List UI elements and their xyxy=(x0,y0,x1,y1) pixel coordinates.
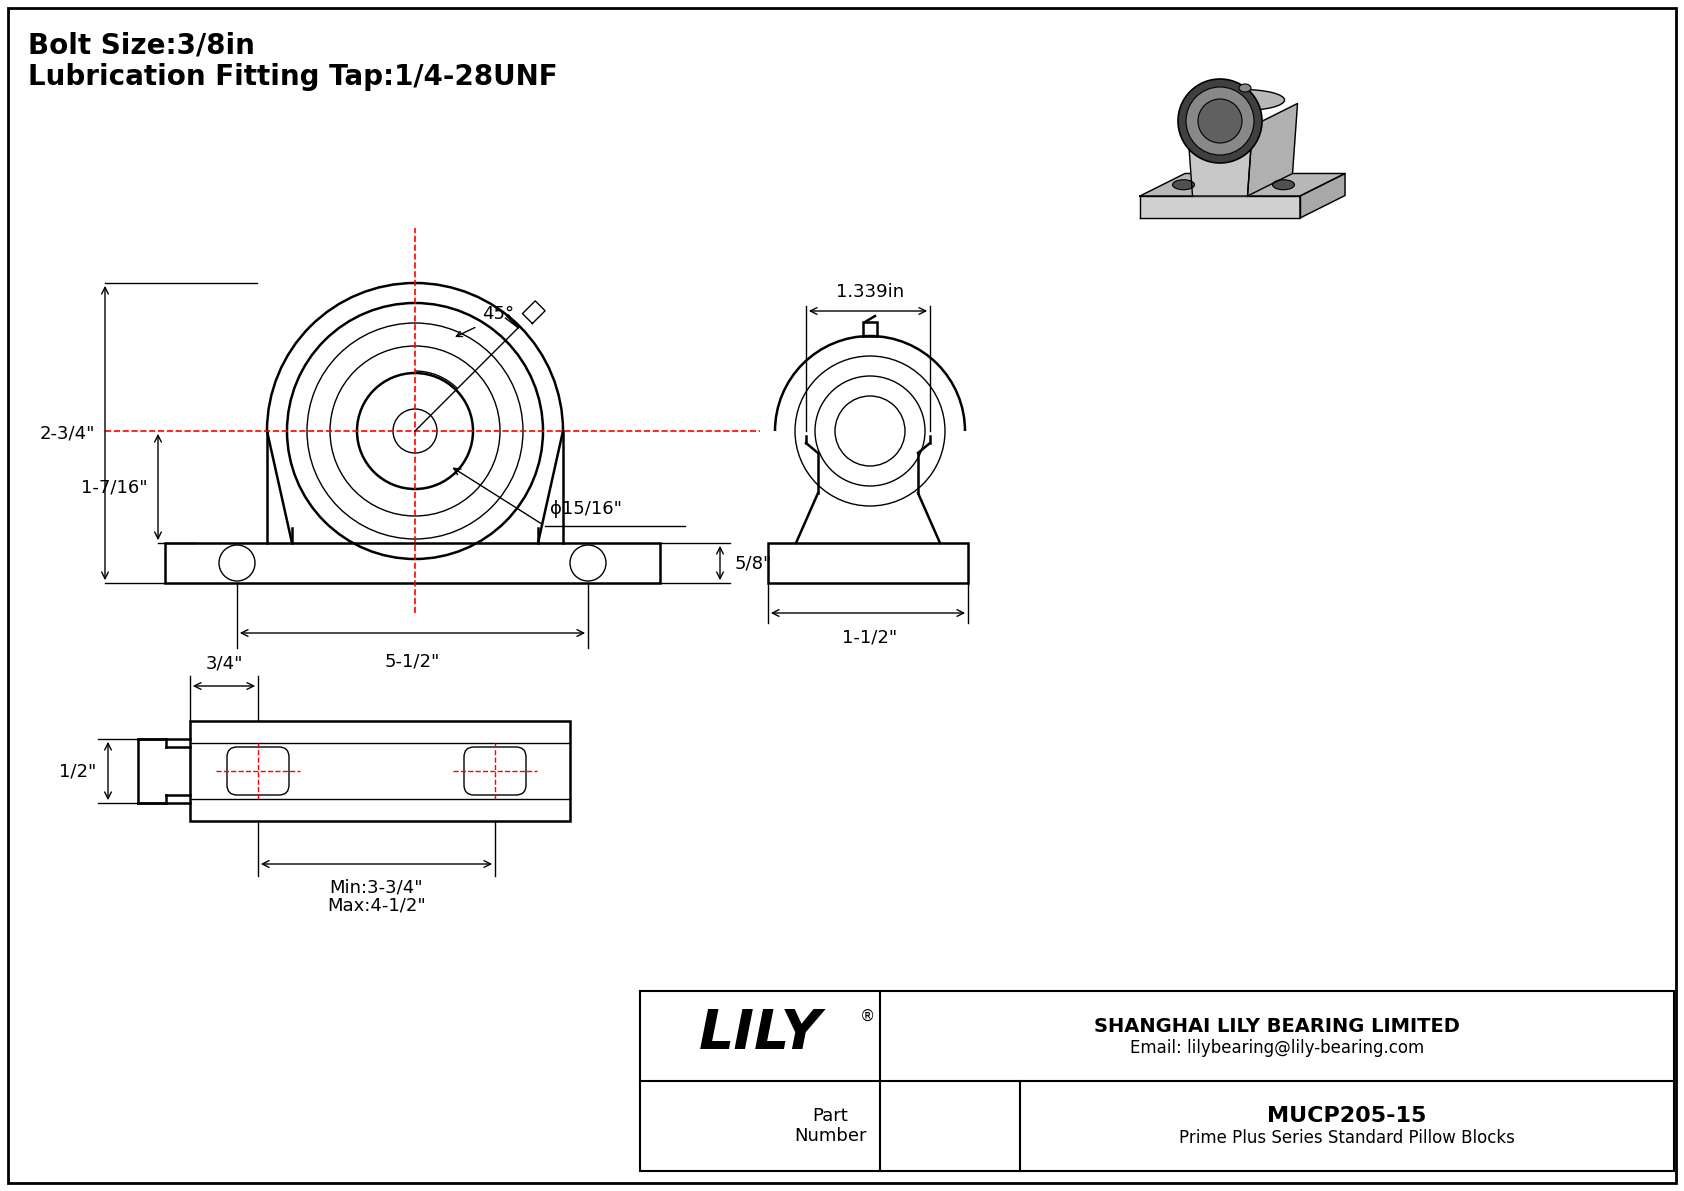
Bar xyxy=(768,543,968,584)
Text: ϕ15/16": ϕ15/16" xyxy=(551,500,621,518)
Ellipse shape xyxy=(1201,89,1285,111)
Circle shape xyxy=(1179,79,1261,163)
Text: 1-1/2": 1-1/2" xyxy=(842,628,898,646)
Text: Min:3-3/4": Min:3-3/4" xyxy=(330,878,423,896)
Text: Lubrication Fitting Tap:1/4-28UNF: Lubrication Fitting Tap:1/4-28UNF xyxy=(29,63,557,91)
Circle shape xyxy=(1186,87,1255,155)
Text: 45°: 45° xyxy=(482,305,515,323)
Text: Prime Plus Series Standard Pillow Blocks: Prime Plus Series Standard Pillow Blocks xyxy=(1179,1129,1516,1147)
Text: SHANGHAI LILY BEARING LIMITED: SHANGHAI LILY BEARING LIMITED xyxy=(1095,1016,1460,1035)
Polygon shape xyxy=(1140,197,1300,218)
Bar xyxy=(165,543,660,584)
Bar xyxy=(190,721,569,821)
Polygon shape xyxy=(1300,174,1346,218)
Text: 1-7/16": 1-7/16" xyxy=(81,478,148,495)
Text: 1.339in: 1.339in xyxy=(835,283,904,301)
Text: 5/8": 5/8" xyxy=(734,554,773,572)
Text: 2-3/4": 2-3/4" xyxy=(39,424,94,442)
Polygon shape xyxy=(1248,104,1297,197)
Text: Max:4-1/2": Max:4-1/2" xyxy=(327,896,426,913)
Text: Email: lilybearing@lily-bearing.com: Email: lilybearing@lily-bearing.com xyxy=(1130,1039,1425,1056)
Text: Bolt Size:3/8in: Bolt Size:3/8in xyxy=(29,31,254,60)
Ellipse shape xyxy=(1239,85,1251,92)
Polygon shape xyxy=(1140,174,1346,197)
Text: Part
Number: Part Number xyxy=(793,1106,866,1146)
Text: 1/2": 1/2" xyxy=(59,762,96,780)
Ellipse shape xyxy=(1273,180,1295,189)
Text: MUCP205-15: MUCP205-15 xyxy=(1268,1106,1426,1125)
Ellipse shape xyxy=(1172,180,1194,189)
Text: ®: ® xyxy=(861,1009,876,1023)
Text: 3/4": 3/4" xyxy=(205,655,242,673)
Bar xyxy=(640,991,1674,1171)
Polygon shape xyxy=(1187,126,1253,197)
Circle shape xyxy=(1197,99,1243,143)
Text: LILY: LILY xyxy=(699,1008,822,1061)
Text: 5-1/2": 5-1/2" xyxy=(386,653,440,671)
